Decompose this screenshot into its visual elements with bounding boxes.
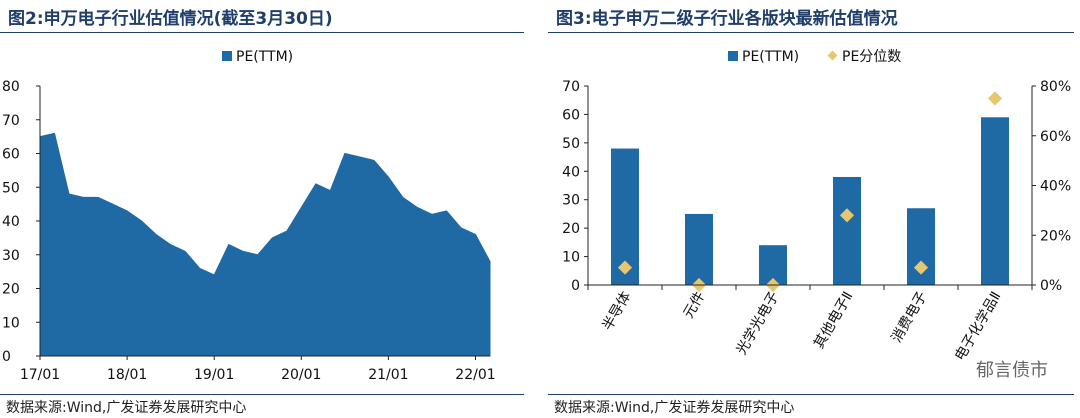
x-tick-label: 20/01 xyxy=(281,367,321,383)
y-tick-label: 70 xyxy=(562,79,580,95)
x-tick-label: 22/01 xyxy=(455,367,495,383)
x-category-label: 消费电子 xyxy=(889,289,931,345)
watermark-text: 郁言债市 xyxy=(976,360,1048,381)
bar-pe-ttm xyxy=(981,117,1009,286)
marker-pe-percentile xyxy=(839,208,855,223)
x-tick-label: 18/01 xyxy=(107,367,147,383)
y-tick-label: 40 xyxy=(2,214,20,230)
y2-tick-label: 80% xyxy=(1040,79,1071,95)
right-source-note: 数据来源:Wind,广发证券发展研究中心 xyxy=(554,400,795,416)
y-tick-label: 30 xyxy=(562,193,580,209)
y-tick-label: 50 xyxy=(2,180,20,196)
x-category-label: 光学光电子 xyxy=(734,289,783,358)
right-chart-panel: 图3:电子申万二级子行业各版块最新估值情况 PE(TTM) PE分位数 0 10 20 3… xyxy=(548,0,1080,418)
y-tick-label: 10 xyxy=(2,315,20,331)
left-area-chart: PE(TTM) 0 10 20 30 40 50 60 70 80 17/01 18/01 19/01 2… xyxy=(2,49,496,383)
legend-label-pe: PE(TTM) xyxy=(236,49,293,65)
y-tick-label: 40 xyxy=(562,164,580,180)
right-source-rule xyxy=(548,394,1074,395)
legend-marker-pe-percentile xyxy=(827,50,838,61)
y-tick-label: 0 xyxy=(571,278,580,294)
y2-tick-label: 0% xyxy=(1040,278,1062,294)
left-chart-title: 图2:申万电子行业估值情况(截至3月30日) xyxy=(8,9,333,29)
x-tick-label: 17/01 xyxy=(20,367,60,383)
x-category-label: 元件 xyxy=(681,289,709,321)
y2-tick-label: 40% xyxy=(1040,179,1071,195)
x-category-label: 半导体 xyxy=(600,289,635,333)
x-category-label: 其他电子Ⅱ xyxy=(811,289,856,351)
right-title-rule xyxy=(548,32,1074,33)
y-tick-label: 60 xyxy=(2,147,20,163)
y-tick-label: 80 xyxy=(2,79,20,95)
bar-pe-ttm xyxy=(685,213,713,285)
y-tick-label: 0 xyxy=(2,349,11,365)
y-tick-label: 20 xyxy=(562,221,580,237)
left-chart-panel: 图2:申万电子行业估值情况(截至3月30日) PE(TTM) 0 10 20 30 40 5… xyxy=(0,0,530,418)
y-tick-label: 60 xyxy=(562,107,580,123)
legend-label-pe-ttm: PE(TTM) xyxy=(742,49,799,65)
marker-pe-percentile xyxy=(913,260,929,275)
y-tick-label: 30 xyxy=(2,248,20,264)
legend-label-pe-percentile: PE分位数 xyxy=(842,49,901,65)
right-chart-title: 图3:电子申万二级子行业各版块最新估值情况 xyxy=(556,9,898,29)
y2-tick-label: 20% xyxy=(1040,228,1071,244)
legend-swatch-pe xyxy=(222,51,232,61)
series-area-pe xyxy=(39,132,491,357)
y-tick-label: 10 xyxy=(562,250,580,266)
left-title-rule xyxy=(0,32,524,33)
right-bar-chart: PE(TTM) PE分位数 0 10 20 30 40 50 60 70 0% 20% 40% 60% 80… xyxy=(562,49,1071,364)
y-tick-label: 20 xyxy=(2,282,20,298)
y-tick-label: 50 xyxy=(562,136,580,152)
y-tick-label: 70 xyxy=(2,113,20,129)
left-source-note: 数据来源:Wind,广发证券发展研究中心 xyxy=(6,400,247,416)
x-tick-label: 21/01 xyxy=(368,367,408,383)
marker-pe-percentile xyxy=(987,91,1003,106)
x-category-label: 电子化学品Ⅱ xyxy=(952,289,1004,364)
x-tick-label: 19/01 xyxy=(194,367,234,383)
legend-swatch-pe-ttm xyxy=(728,51,738,61)
marker-pe-percentile xyxy=(617,260,633,275)
y2-tick-label: 60% xyxy=(1040,129,1071,145)
bar-pe-ttm xyxy=(833,176,861,285)
left-source-rule xyxy=(0,394,524,395)
